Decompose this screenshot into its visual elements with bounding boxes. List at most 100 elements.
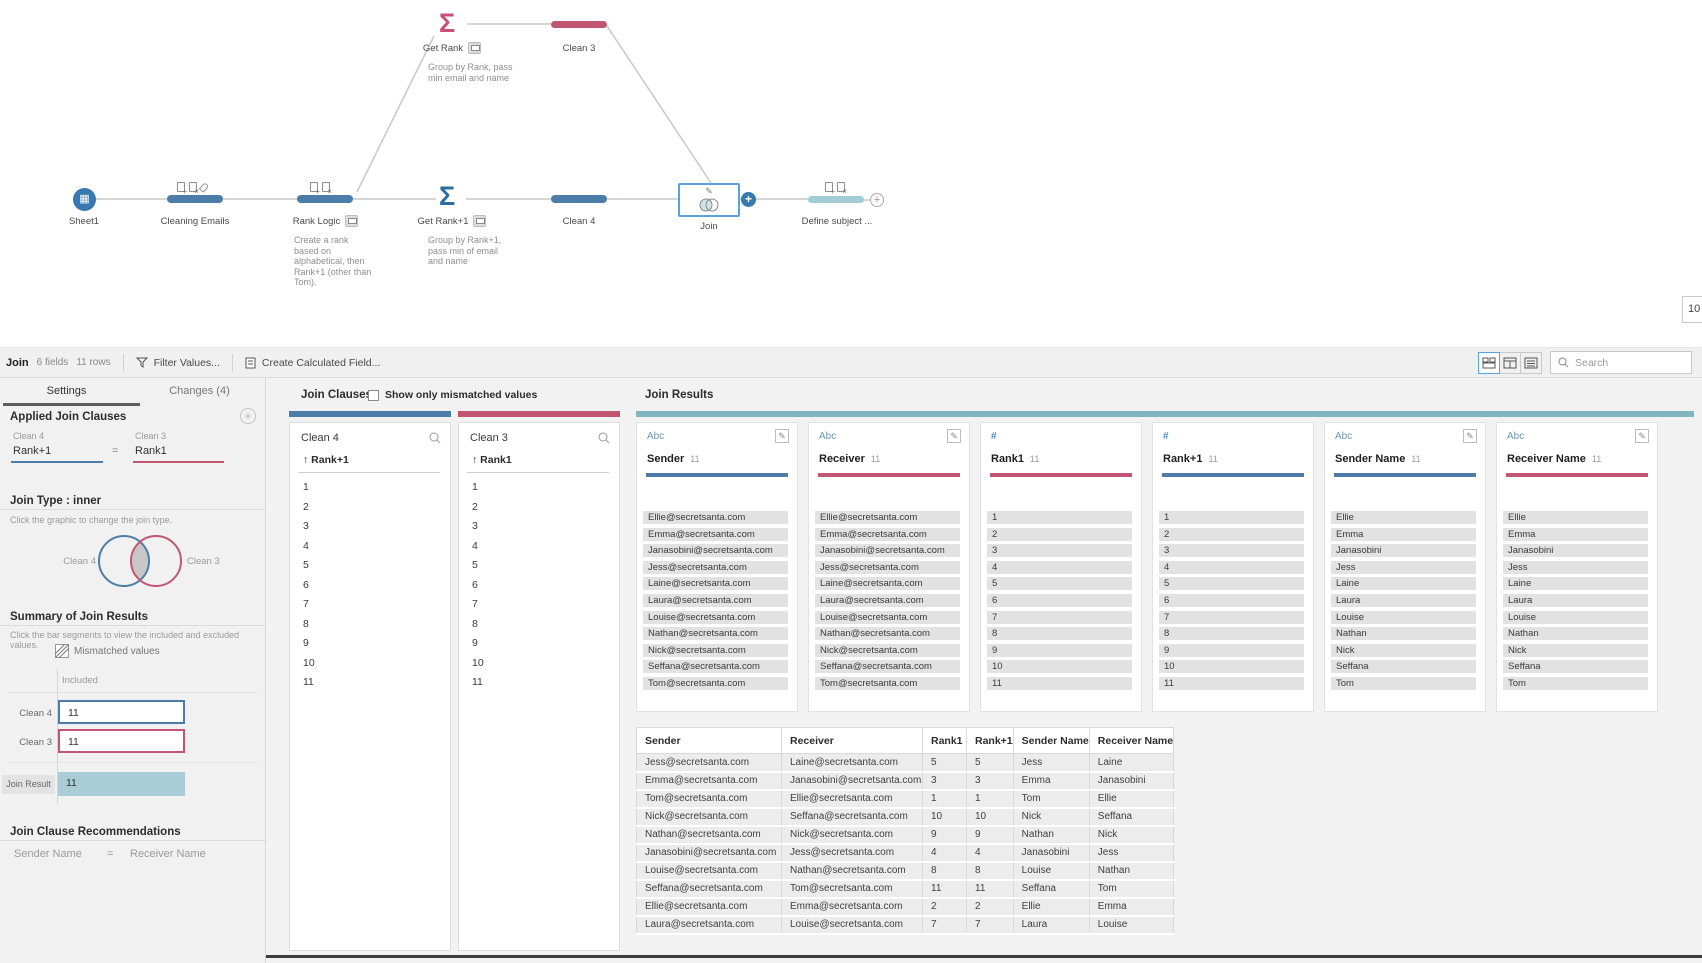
field-value[interactable]: Ellie bbox=[1331, 511, 1476, 524]
field-value[interactable]: Tom@secretsanta.com bbox=[815, 676, 960, 690]
table-column-header[interactable]: Sender bbox=[636, 727, 782, 754]
summary-bar-join-result[interactable]: 11 bbox=[58, 772, 185, 796]
field-name[interactable]: Sender 11 bbox=[647, 453, 700, 465]
field-value[interactable]: 9 bbox=[987, 643, 1132, 657]
clause-value[interactable]: 10 bbox=[303, 656, 315, 669]
clause-right-field[interactable]: Rank1 bbox=[135, 445, 167, 457]
field-value[interactable]: Janasobini bbox=[1331, 544, 1476, 558]
field-value[interactable]: Nathan@secretsanta.com bbox=[643, 627, 788, 641]
recommended-right-field[interactable]: Receiver Name bbox=[130, 848, 206, 860]
flow-node-cleaning-emails[interactable] bbox=[167, 195, 223, 203]
field-value[interactable]: 5 bbox=[987, 577, 1132, 591]
table-column-header[interactable]: Receiver Name bbox=[1088, 727, 1175, 754]
clause-value[interactable]: 2 bbox=[472, 500, 478, 513]
field-value[interactable]: 3 bbox=[987, 544, 1132, 558]
flow-node-clean4[interactable] bbox=[551, 195, 607, 203]
field-value[interactable]: Seffana bbox=[1331, 660, 1476, 674]
field-value[interactable]: 8 bbox=[1159, 627, 1304, 641]
field-value[interactable]: Tom bbox=[1331, 676, 1476, 690]
field-value[interactable]: 2 bbox=[987, 527, 1132, 541]
table-column-header[interactable]: Rank+1 bbox=[966, 727, 1014, 754]
field-value[interactable]: Laura@secretsanta.com bbox=[815, 593, 960, 607]
field-value[interactable]: Seffana@secretsanta.com bbox=[643, 660, 788, 674]
table-column-header[interactable]: Sender Name bbox=[1012, 727, 1090, 754]
field-value[interactable]: Louise bbox=[1503, 610, 1648, 624]
show-mismatched-checkbox[interactable] bbox=[368, 390, 379, 401]
grid-view-button[interactable] bbox=[1499, 351, 1521, 374]
field-value[interactable]: 1 bbox=[987, 511, 1132, 524]
field-value[interactable]: Laine bbox=[1331, 577, 1476, 591]
create-calculated-field-button[interactable]: Create Calculated Field... bbox=[245, 357, 380, 369]
clause-value[interactable]: 4 bbox=[472, 539, 478, 552]
add-join-clause-button[interactable]: + bbox=[240, 408, 256, 424]
add-step-ghost-button[interactable]: + bbox=[870, 193, 884, 207]
edit-field-icon[interactable]: ✎ bbox=[947, 429, 961, 443]
field-value[interactable]: 5 bbox=[1159, 577, 1304, 591]
field-value[interactable]: 4 bbox=[1159, 560, 1304, 574]
tab-settings[interactable]: Settings bbox=[46, 385, 87, 397]
edit-field-icon[interactable]: ✎ bbox=[1635, 429, 1649, 443]
field-value[interactable]: Laine@secretsanta.com bbox=[815, 577, 960, 591]
comment-bubble-icon[interactable] bbox=[345, 215, 359, 227]
recommended-left-field[interactable]: Sender Name bbox=[14, 848, 82, 860]
clause-value[interactable]: 10 bbox=[472, 656, 484, 669]
field-value[interactable]: Emma@secretsanta.com bbox=[815, 527, 960, 541]
clause-value[interactable]: 3 bbox=[472, 520, 478, 532]
field-name[interactable]: Sender Name 11 bbox=[1335, 453, 1421, 465]
field-value[interactable]: Laura bbox=[1503, 593, 1648, 607]
field-name[interactable]: Receiver 11 bbox=[819, 453, 881, 465]
clause-value[interactable]: 8 bbox=[303, 617, 309, 630]
clause-value[interactable]: 4 bbox=[303, 539, 309, 552]
canvas-zoom-badge[interactable]: 10 bbox=[1682, 296, 1702, 323]
add-step-button[interactable]: + bbox=[741, 192, 756, 207]
field-value[interactable]: 6 bbox=[1159, 593, 1304, 607]
clause-value[interactable]: 1 bbox=[303, 481, 309, 493]
field-name[interactable]: Receiver Name 11 bbox=[1507, 453, 1602, 465]
field-value[interactable]: 6 bbox=[987, 593, 1132, 607]
field-value[interactable]: Nathan bbox=[1503, 627, 1648, 641]
field-value[interactable]: Laura bbox=[1331, 593, 1476, 607]
field-value[interactable]: Laine bbox=[1503, 577, 1648, 591]
field-value[interactable]: Tom bbox=[1503, 676, 1648, 690]
field-value[interactable]: 9 bbox=[1159, 643, 1304, 657]
string-type-icon[interactable]: Abc bbox=[647, 431, 665, 442]
field-value[interactable]: Louise bbox=[1331, 610, 1476, 624]
tab-changes[interactable]: Changes (4) bbox=[169, 385, 230, 397]
table-column-header[interactable]: Rank1 bbox=[922, 727, 967, 754]
clause-value[interactable]: 11 bbox=[303, 676, 314, 688]
field-value[interactable]: 1 bbox=[1159, 511, 1304, 524]
clause-field-header[interactable]: ↑ Rank+1 bbox=[303, 454, 349, 466]
field-value[interactable]: 11 bbox=[1159, 676, 1304, 690]
field-value[interactable]: Nathan bbox=[1331, 627, 1476, 641]
field-value[interactable]: Jess@secretsanta.com bbox=[815, 560, 960, 574]
field-value[interactable]: Nick@secretsanta.com bbox=[643, 643, 788, 657]
field-value[interactable]: 11 bbox=[987, 676, 1132, 690]
flow-node-clean3[interactable] bbox=[551, 21, 607, 28]
comment-bubble-icon[interactable] bbox=[473, 215, 487, 227]
field-value[interactable]: 7 bbox=[1159, 610, 1304, 624]
field-value[interactable]: Seffana@secretsanta.com bbox=[815, 660, 960, 674]
field-value[interactable]: Jess bbox=[1503, 560, 1648, 574]
field-value[interactable]: Ellie@secretsanta.com bbox=[815, 511, 960, 524]
cards-view-button[interactable] bbox=[1478, 351, 1500, 374]
flow-node-define-subject[interactable] bbox=[808, 196, 864, 203]
field-value[interactable]: 10 bbox=[1159, 660, 1304, 674]
field-value[interactable]: Janasobini@secretsanta.com bbox=[643, 544, 788, 558]
field-value[interactable]: Nick@secretsanta.com bbox=[815, 643, 960, 657]
field-value[interactable]: Nick bbox=[1331, 643, 1476, 657]
join-type-venn[interactable] bbox=[0, 528, 266, 594]
field-value[interactable]: Ellie bbox=[1503, 511, 1648, 524]
field-value[interactable]: 10 bbox=[987, 660, 1132, 674]
flow-node-sheet1[interactable]: ▦ bbox=[73, 188, 96, 211]
field-value[interactable]: Laura@secretsanta.com bbox=[643, 593, 788, 607]
field-value[interactable]: Emma@secretsanta.com bbox=[643, 527, 788, 541]
clause-value[interactable]: 6 bbox=[303, 578, 309, 591]
field-value[interactable]: Louise@secretsanta.com bbox=[815, 610, 960, 624]
field-value[interactable]: 2 bbox=[1159, 527, 1304, 541]
edit-field-icon[interactable]: ✎ bbox=[775, 429, 789, 443]
number-type-icon[interactable]: # bbox=[1163, 431, 1169, 442]
field-value[interactable]: Emma bbox=[1331, 527, 1476, 541]
flow-node-join[interactable]: ✎ bbox=[678, 183, 740, 217]
field-value[interactable]: 4 bbox=[987, 560, 1132, 574]
clause-value[interactable]: 7 bbox=[472, 598, 478, 610]
